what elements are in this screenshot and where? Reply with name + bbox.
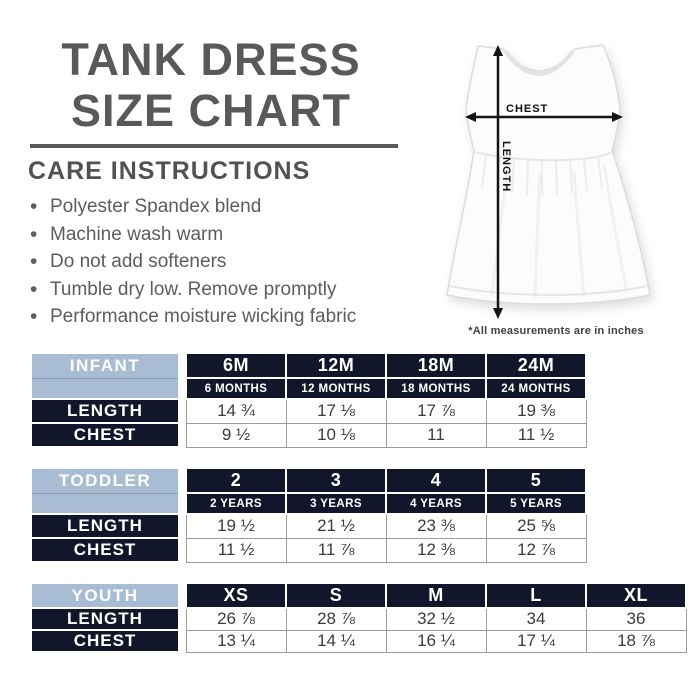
measure-value-cell: 18 ⅞	[585, 629, 687, 653]
care-instruction-item: Tumble dry low. Remove promptly	[28, 276, 428, 304]
page-title: TANK DRESS SIZE CHART	[20, 34, 402, 136]
care-instruction-item: Machine wash warm	[28, 221, 428, 249]
size-header-cell: XL	[585, 582, 687, 609]
size-header-cell: M	[385, 582, 487, 609]
size-table-youth: YOUTH XS S M L XL LENGTH 26 ⅞ 28 ⅞ 32 ½ 34 36 CHEST 1…	[30, 582, 687, 653]
size-header-cell: S	[285, 582, 387, 609]
size-subheader-cell: 5 YEARS	[485, 492, 587, 515]
size-header-cell: 2	[185, 467, 287, 494]
size-subheader-cell: 6 MONTHS	[185, 377, 287, 400]
measure-value-cell: 17 ¼	[485, 629, 587, 653]
measure-value-cell: 19 ½	[185, 513, 287, 539]
page-title-line1: TANK DRESS	[61, 34, 361, 85]
measure-value-cell: 25 ⅝	[485, 513, 587, 539]
care-instructions-heading: CARE INSTRUCTIONS	[28, 157, 311, 185]
size-header-cell: XS	[185, 582, 287, 609]
measure-value-cell: 12 ⅞	[485, 537, 587, 563]
size-header-cell: 6M	[185, 352, 287, 379]
size-header-cell: 5	[485, 467, 587, 494]
measure-value-cell: 34	[485, 607, 587, 631]
care-instruction-item: Polyester Spandex blend	[28, 193, 428, 221]
measurements-footnote: *All measurements are in inches	[468, 325, 644, 337]
measure-value-cell: 28 ⅞	[285, 607, 387, 631]
measure-value-cell: 11 ½	[185, 537, 287, 563]
column-gap	[179, 399, 186, 423]
measure-value-cell: 36	[585, 607, 687, 631]
measure-value-cell: 14 ¼	[285, 629, 387, 653]
size-subheader-cell: 2 YEARS	[185, 492, 287, 515]
column-gap	[179, 423, 186, 447]
size-header-cell: 18M	[385, 352, 487, 379]
column-gap	[179, 583, 186, 608]
length-arrow-label: LENGTH	[500, 141, 512, 192]
group-label-cell-empty	[30, 492, 180, 515]
measure-value-cell: 17 ⅞	[385, 398, 487, 424]
group-label-cell: TODDLER	[30, 467, 180, 494]
measure-value-cell: 16 ¼	[385, 629, 487, 653]
size-table-toddler: TODDLER 2 3 4 5 2 YEARS 3 YEARS 4 YEARS 5 YEARS L…	[30, 467, 587, 563]
title-divider	[30, 144, 398, 148]
size-subheader-cell: 12 MONTHS	[285, 377, 387, 400]
measure-value-cell: 14 ¾	[185, 398, 287, 424]
measure-value-cell: 21 ½	[285, 513, 387, 539]
column-gap	[179, 468, 186, 493]
chest-arrow	[465, 112, 623, 122]
measure-value-cell: 10 ⅛	[285, 422, 387, 448]
page-title-line2: SIZE CHART	[71, 85, 351, 136]
measure-label-cell: CHEST	[30, 629, 180, 653]
group-label-cell: INFANT	[30, 352, 180, 379]
measure-value-cell: 23 ⅜	[385, 513, 487, 539]
size-header-cell: 24M	[485, 352, 587, 379]
measure-value-cell: 9 ½	[185, 422, 287, 448]
size-table-infant: INFANT 6M 12M 18M 24M 6 MONTHS 12 MONTHS 18 MON…	[30, 352, 587, 448]
column-gap	[179, 538, 186, 562]
size-header-cell: 3	[285, 467, 387, 494]
length-arrow	[493, 45, 503, 319]
measure-value-cell: 19 ⅜	[485, 398, 587, 424]
tank-dress-graphic	[446, 44, 651, 305]
size-subheader-cell: 18 MONTHS	[385, 377, 487, 400]
size-subheader-cell: 4 YEARS	[385, 492, 487, 515]
measure-value-cell: 12 ⅜	[385, 537, 487, 563]
measure-label-cell: LENGTH	[30, 607, 180, 631]
measure-value-cell: 11 ½	[485, 422, 587, 448]
size-header-cell: 4	[385, 467, 487, 494]
measure-value-cell: 26 ⅞	[185, 607, 287, 631]
size-subheader-cell: 24 MONTHS	[485, 377, 587, 400]
measure-label-cell: LENGTH	[30, 513, 180, 539]
column-gap	[179, 630, 186, 652]
measure-value-cell: 13 ¼	[185, 629, 287, 653]
column-gap	[179, 378, 186, 399]
dress-illustration: CHEST LENGTH	[422, 5, 692, 335]
measure-value-cell: 32 ½	[385, 607, 487, 631]
group-label-cell-empty	[30, 377, 180, 400]
size-header-cell: L	[485, 582, 587, 609]
measure-label-cell: CHEST	[30, 422, 180, 448]
column-gap	[179, 493, 186, 514]
column-gap	[179, 608, 186, 630]
measure-value-cell: 11	[385, 422, 487, 448]
size-header-cell: 12M	[285, 352, 387, 379]
measure-label-cell: LENGTH	[30, 398, 180, 424]
measure-value-cell: 17 ⅛	[285, 398, 387, 424]
group-label-cell: YOUTH	[30, 582, 180, 609]
measure-value-cell: 11 ⅞	[285, 537, 387, 563]
size-subheader-cell: 3 YEARS	[285, 492, 387, 515]
column-gap	[179, 353, 186, 378]
care-instruction-item: Do not add softeners	[28, 248, 428, 276]
chest-arrow-label: CHEST	[506, 103, 548, 115]
column-gap	[179, 514, 186, 538]
measure-label-cell: CHEST	[30, 537, 180, 563]
care-instruction-item: Performance moisture wicking fabric	[28, 303, 428, 331]
care-instructions-list: Polyester Spandex blendMachine wash warm…	[28, 193, 428, 331]
